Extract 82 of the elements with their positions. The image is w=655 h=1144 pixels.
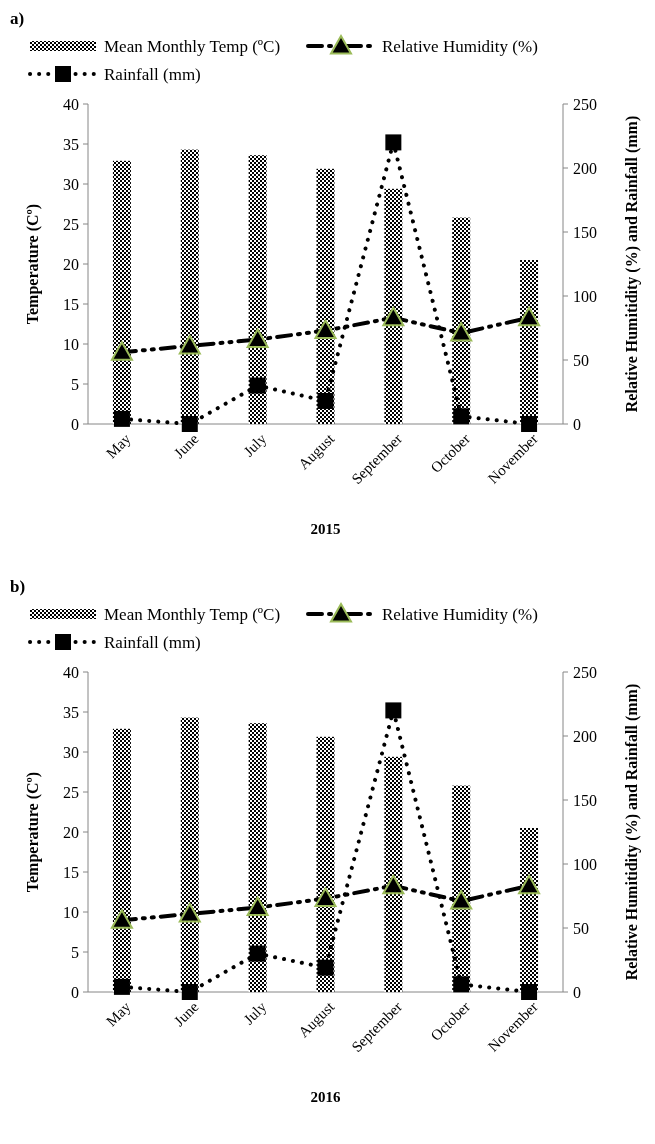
y-tick-label: 30	[63, 743, 79, 761]
legend-label: Relative Humidity (%)	[382, 36, 538, 56]
y2-axis-title: Relative Humitidity (%) and Rainfall (mm)	[623, 683, 641, 981]
y2-tick-label: 250	[573, 663, 597, 681]
point	[314, 319, 337, 340]
y-tick-label: 0	[71, 415, 79, 433]
y2-tick-label: 200	[573, 159, 597, 177]
y2-tick-label: 150	[573, 223, 597, 241]
point	[453, 976, 470, 993]
y-tick-label: 20	[63, 255, 79, 273]
point	[249, 945, 266, 962]
y-axis-title: Temperature (Cº)	[24, 771, 42, 893]
point	[110, 909, 133, 929]
legend-label: Relative Humidity (%)	[382, 604, 538, 624]
point	[521, 416, 538, 432]
point	[521, 984, 538, 1000]
y-tick-label: 25	[63, 783, 79, 801]
point	[246, 896, 269, 917]
bar	[180, 149, 199, 424]
point	[178, 902, 201, 923]
point	[453, 408, 470, 425]
chart-title: b)	[10, 577, 26, 596]
y2-tick-label: 150	[573, 791, 597, 809]
x-tick-label: June	[170, 430, 202, 462]
y-tick-label: 0	[71, 983, 79, 1001]
x-axis-title: 2015	[310, 521, 341, 537]
point	[317, 392, 334, 409]
point	[246, 328, 269, 349]
point	[518, 874, 541, 895]
point	[518, 306, 541, 327]
point	[181, 984, 198, 1000]
point	[382, 874, 405, 895]
chart-title: a)	[10, 9, 25, 28]
y-tick-label: 35	[63, 135, 79, 153]
bar	[180, 717, 199, 992]
y2-tick-label: 0	[573, 415, 581, 433]
legend-label: Rainfall (mm)	[104, 64, 201, 84]
y-tick-label: 30	[63, 175, 79, 193]
y-tick-label: 20	[63, 823, 79, 841]
y-tick-label: 15	[63, 295, 79, 313]
y-tick-label: 10	[63, 335, 79, 353]
y2-tick-label: 50	[573, 919, 589, 937]
point	[450, 890, 473, 910]
y-tick-label: 35	[63, 703, 79, 721]
bar	[112, 160, 131, 424]
x-tick-label: May	[103, 998, 135, 1030]
point	[450, 322, 473, 342]
y2-tick-label: 0	[573, 983, 581, 1001]
point	[314, 887, 337, 908]
legend-label: Mean Monthly Temp (ºC)	[104, 604, 281, 624]
legend-label: Rainfall (mm)	[104, 632, 201, 652]
x-tick-label: June	[170, 998, 202, 1030]
y-tick-label: 40	[63, 95, 79, 113]
point	[382, 306, 405, 327]
y2-tick-label: 100	[573, 287, 597, 305]
y2-axis-title: Relative Humitidity (%) and Rainfall (mm)	[623, 115, 641, 413]
x-axis-title: 2016	[310, 1089, 341, 1105]
y2-tick-label: 200	[573, 727, 597, 745]
bar	[384, 188, 403, 424]
y2-tick-label: 250	[573, 95, 597, 113]
bar	[112, 728, 131, 992]
point	[110, 341, 133, 361]
point	[113, 410, 130, 427]
point	[249, 377, 266, 394]
y-tick-label: 5	[71, 375, 79, 393]
y-tick-label: 25	[63, 215, 79, 233]
y2-tick-label: 100	[573, 855, 597, 873]
y2-tick-label: 50	[573, 351, 589, 369]
x-tick-label: July	[240, 998, 270, 1028]
y-axis-title: Temperature (Cº)	[24, 203, 42, 325]
y-tick-label: 15	[63, 863, 79, 881]
x-tick-label: July	[240, 430, 270, 460]
y-tick-label: 5	[71, 943, 79, 961]
y-tick-label: 40	[63, 663, 79, 681]
point	[181, 416, 198, 432]
y-tick-label: 10	[63, 903, 79, 921]
x-tick-label: May	[103, 430, 135, 462]
bar	[384, 756, 403, 992]
point	[178, 334, 201, 355]
legend-label: Mean Monthly Temp (ºC)	[104, 36, 281, 56]
point	[317, 959, 334, 976]
point	[113, 978, 130, 995]
